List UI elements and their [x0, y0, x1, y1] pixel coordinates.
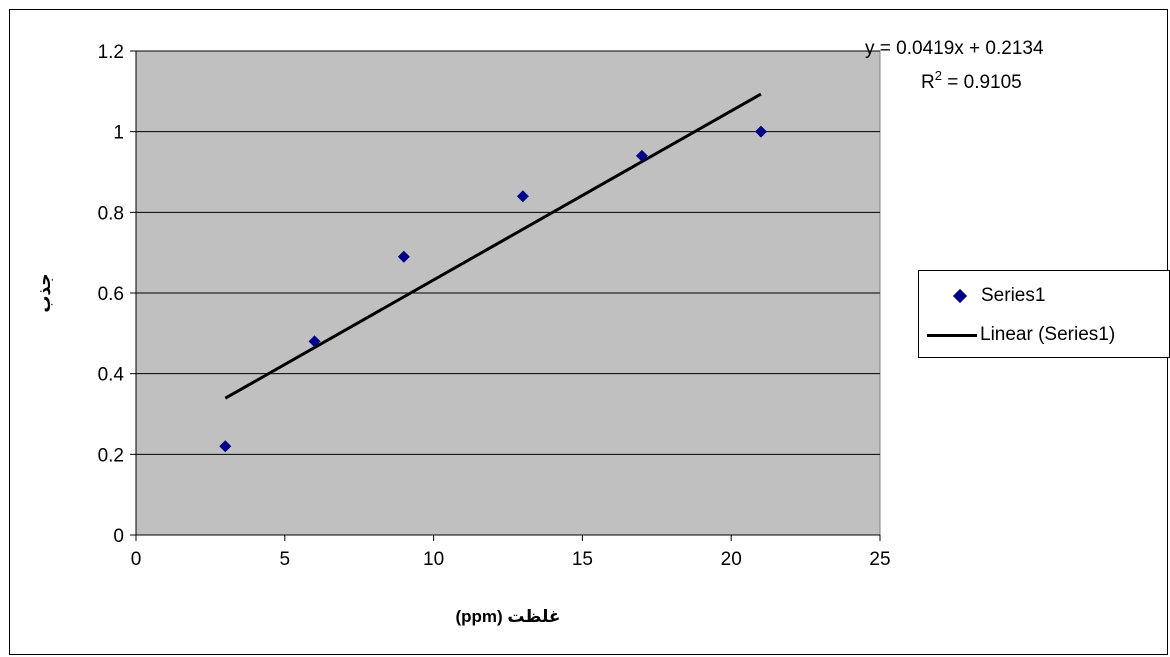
data-point — [219, 440, 232, 453]
y-tick-label: 0.2 — [98, 445, 124, 466]
trendline-equation: y = 0.0419x + 0.2134 — [865, 38, 1044, 59]
x-tick-label: 5 — [280, 549, 291, 570]
y-tick-label: 1.2 — [98, 42, 124, 63]
legend-label: Series1 — [981, 285, 1046, 306]
diamond-marker-icon — [952, 288, 968, 304]
x-tick-label: 25 — [869, 549, 890, 570]
legend: Series1 Linear (Series1) — [918, 270, 1170, 358]
x-axis-title: غلظت (ppm) — [455, 607, 560, 626]
data-point — [754, 125, 767, 138]
r2-superscript: 2 — [935, 68, 942, 83]
r2-letter: R — [921, 72, 935, 93]
y-tick-label: 0.8 — [98, 203, 124, 224]
y-tick-labels: 0 0.2 0.4 0.6 0.8 1 1.2 — [98, 42, 136, 547]
r2-value: = 0.9105 — [942, 72, 1022, 93]
x-tick-label: 0 — [131, 549, 142, 570]
trendline — [224, 92, 762, 400]
data-point — [308, 335, 321, 348]
x-tick-label: 20 — [721, 549, 742, 570]
data-points — [219, 125, 767, 453]
x-tick-label: 15 — [572, 549, 593, 570]
gridlines — [136, 50, 880, 536]
legend-label: Linear (Series1) — [980, 324, 1116, 345]
y-tick-label: 0 — [113, 526, 124, 547]
y-axis-title: جذب — [35, 273, 54, 312]
x-tick-labels: 0 5 10 15 20 25 — [131, 535, 891, 570]
r-squared-label: R2 = 0.9105 — [921, 68, 1022, 93]
data-point — [516, 190, 529, 203]
y-tick-label: 1 — [113, 123, 124, 144]
x-tick-label: 10 — [423, 549, 444, 570]
data-point — [635, 149, 648, 162]
y-tick-label: 0.6 — [98, 284, 124, 305]
line-icon — [927, 334, 977, 337]
data-point — [397, 250, 410, 263]
y-tick-label: 0.4 — [98, 365, 125, 386]
